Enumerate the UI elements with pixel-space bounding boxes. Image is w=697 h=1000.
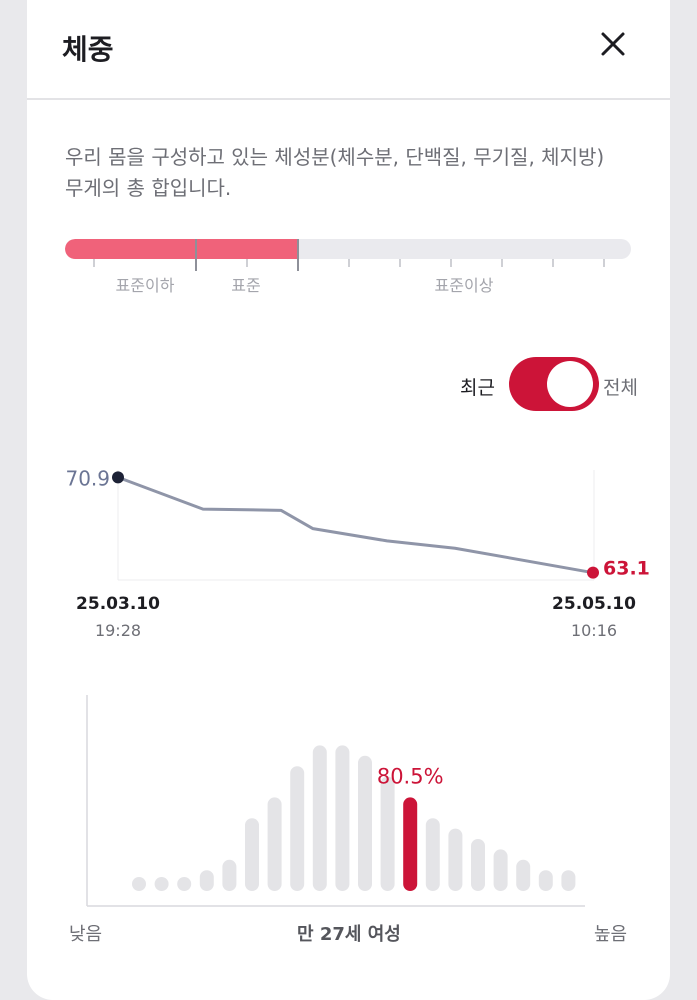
- distribution-bar: [561, 870, 576, 891]
- distribution-bar-highlight: [403, 797, 418, 891]
- distribution-bar: [471, 839, 485, 891]
- range-label-normal: 표준: [231, 276, 261, 295]
- weight-line-chart: 70.9 63.1 25.03.10 19:28 25.05.10 10:16: [65, 466, 650, 640]
- distribution-chart: 80.5%: [86, 695, 585, 907]
- distribution-bar: [448, 828, 463, 891]
- range-label-below: 표준이하: [115, 276, 175, 295]
- weight-series-line: [117, 475, 594, 575]
- start-time-label: 19:28: [95, 621, 141, 640]
- toggle-label-all: 전체: [603, 377, 638, 399]
- start-value-label: 70.9: [65, 466, 110, 490]
- description-text: 우리 몸을 구성하고 있는 체성분(체수분, 단백질, 무기질, 체지방) 무게…: [65, 145, 605, 200]
- end-date-label: 25.05.10: [552, 594, 636, 614]
- range-tick-major: [195, 239, 197, 271]
- distribution-bar: [222, 859, 237, 891]
- page-title: 체중: [62, 33, 114, 66]
- distribution-bar: [493, 849, 508, 891]
- distribution-high-label: 높음: [594, 924, 628, 945]
- range-tick: [501, 259, 503, 267]
- range-tick: [552, 259, 554, 267]
- distribution-bar: [245, 818, 259, 891]
- distribution-bar: [199, 870, 214, 891]
- weight-sheet: 체중 우리 몸을 구성하고 있는 체성분(체수분, 단백질, 무기질, 체지방)…: [27, 0, 670, 1000]
- distribution-bar: [132, 877, 146, 891]
- distribution-bar: [538, 870, 553, 891]
- start-point: [112, 471, 124, 484]
- recent-all-toggle[interactable]: [509, 357, 599, 411]
- range-tick-major: [297, 239, 299, 271]
- distribution-bar: [267, 797, 282, 891]
- close-icon[interactable]: [597, 28, 629, 60]
- distribution-bar: [425, 818, 440, 891]
- range-tick: [93, 259, 95, 267]
- end-value-label: 63.1: [603, 558, 650, 580]
- end-time-label: 10:16: [571, 621, 617, 640]
- range-bar: [65, 239, 631, 259]
- distribution-bar: [177, 877, 192, 891]
- distribution-bar: [516, 859, 531, 891]
- distribution-bar: [290, 766, 305, 891]
- end-point: [587, 566, 599, 579]
- distribution-bar: [380, 776, 395, 891]
- highlight-percent-label: 80.5%: [377, 764, 444, 788]
- range-tick: [348, 259, 350, 267]
- range-label-above: 표준이상: [434, 276, 494, 295]
- range-tick: [450, 259, 452, 267]
- distribution-bar: [312, 745, 327, 891]
- sheet-header: 체중: [27, 0, 670, 100]
- distribution-low-label: 낮음: [69, 924, 103, 945]
- range-tick: [603, 259, 605, 267]
- distribution-bar: [335, 745, 350, 891]
- toggle-label-recent: 최근: [460, 377, 495, 399]
- range-tick: [399, 259, 401, 267]
- range-tick: [246, 259, 248, 267]
- start-date-label: 25.03.10: [76, 594, 160, 614]
- distribution-bar: [154, 877, 169, 891]
- distribution-bar: [358, 755, 372, 891]
- distribution-group-label: 만 27세 여성: [297, 924, 401, 945]
- toggle-knob: [547, 361, 593, 407]
- range-bar-fill: [65, 239, 298, 259]
